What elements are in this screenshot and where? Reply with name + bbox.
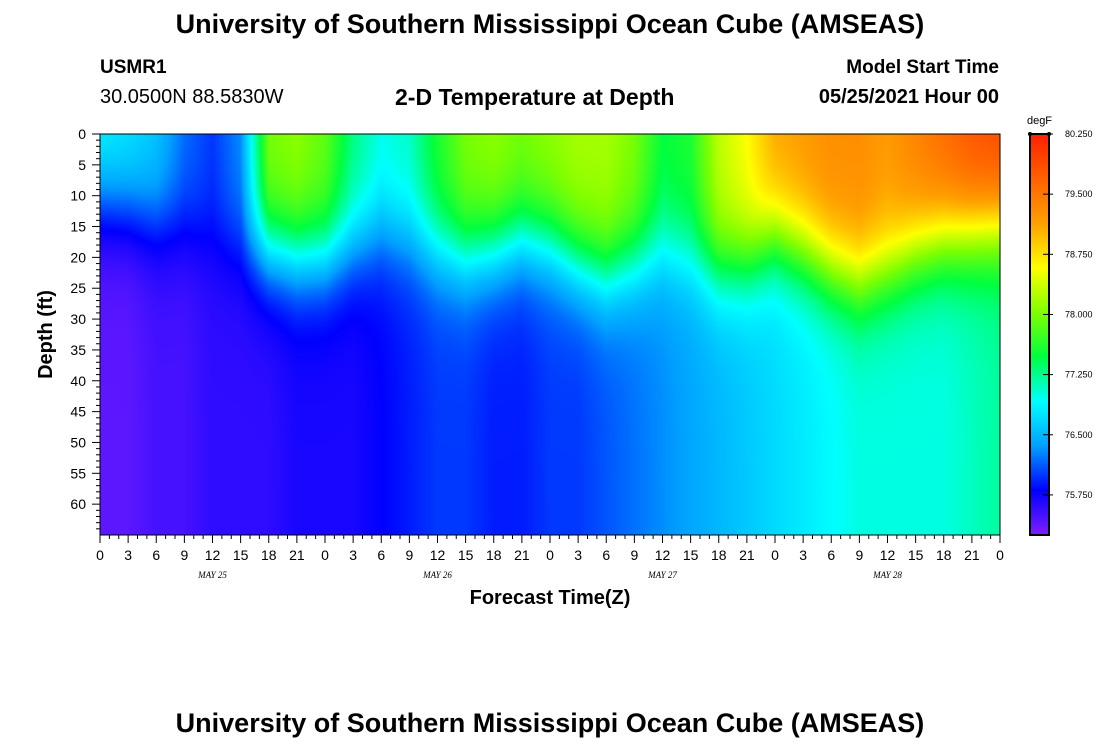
colorbar-unit-label: degF <box>1027 115 1052 127</box>
x-tick-label: 0 <box>321 547 329 563</box>
y-tick-label: 0 <box>78 126 86 142</box>
model-start-value: 05/25/2021 Hour 00 <box>818 86 999 108</box>
colorbar-corner-dot <box>1028 132 1032 136</box>
colorbar-corner-dot <box>1047 132 1051 136</box>
x-tick-label: 18 <box>711 547 727 563</box>
day-label: MAY 26 <box>422 570 452 580</box>
x-tick-label: 0 <box>96 547 104 563</box>
x-tick-label: 3 <box>349 547 357 563</box>
y-tick-label: 40 <box>70 373 86 389</box>
x-tick-label: 6 <box>827 547 835 563</box>
x-tick-label: 0 <box>546 547 554 563</box>
y-tick-label: 10 <box>70 188 86 204</box>
day-label: MAY 27 <box>647 570 677 580</box>
colorbar-tick-label: 77.250 <box>1065 370 1093 380</box>
x-tick-label: 15 <box>683 547 699 563</box>
x-tick-label: 6 <box>377 547 385 563</box>
colorbar-tick-label: 78.750 <box>1065 249 1093 259</box>
y-tick-label: 30 <box>70 311 86 327</box>
colorbar-tick-label: 76.500 <box>1065 430 1093 440</box>
x-tick-label: 0 <box>771 547 779 563</box>
plot-title: 2-D Temperature at Depth <box>395 84 675 110</box>
x-tick-label: 21 <box>514 547 530 563</box>
y-tick-label: 55 <box>70 465 86 481</box>
x-tick-label: 21 <box>739 547 755 563</box>
y-tick-label: 20 <box>70 249 86 265</box>
x-tick-label: 21 <box>289 547 305 563</box>
colorbar-tick-label: 79.500 <box>1065 189 1093 199</box>
y-tick-label: 50 <box>70 434 86 450</box>
y-tick-label: 15 <box>70 219 86 235</box>
model-start-label: Model Start Time <box>846 57 999 78</box>
x-tick-label: 6 <box>602 547 610 563</box>
colorbar-tick-label: 78.000 <box>1065 309 1093 319</box>
colorbar-tick-label: 80.250 <box>1065 129 1093 139</box>
temperature-field <box>100 134 1000 535</box>
x-tick-label: 15 <box>458 547 474 563</box>
temperature-field-canvas <box>100 134 1000 535</box>
footer-title: University of Southern Mississippi Ocean… <box>175 708 925 738</box>
day-label: MAY 28 <box>872 570 902 580</box>
x-tick-label: 15 <box>233 547 249 563</box>
x-tick-label: 18 <box>936 547 952 563</box>
x-tick-label: 12 <box>205 547 221 563</box>
station-id: USMR1 <box>100 57 167 78</box>
y-tick-label: 60 <box>70 496 86 512</box>
station-coordinates: 30.0500N 88.5830W <box>100 86 284 108</box>
x-tick-label: 9 <box>405 547 413 563</box>
x-tick-label: 3 <box>799 547 807 563</box>
colorbar-tick-label: 75.750 <box>1065 490 1093 500</box>
y-axis-title: Depth (ft) <box>35 290 57 379</box>
y-tick-label: 25 <box>70 280 86 296</box>
x-tick-label: 3 <box>124 547 132 563</box>
x-tick-label: 9 <box>180 547 188 563</box>
y-tick-label: 5 <box>78 157 86 173</box>
x-tick-label: 12 <box>430 547 446 563</box>
x-tick-label: 15 <box>908 547 924 563</box>
x-tick-label: 18 <box>261 547 277 563</box>
page-title: University of Southern Mississippi Ocean… <box>175 9 925 39</box>
y-tick-label: 45 <box>70 404 86 420</box>
x-tick-label: 12 <box>655 547 671 563</box>
x-tick-label: 0 <box>996 547 1004 563</box>
x-tick-label: 9 <box>855 547 863 563</box>
day-label: MAY 25 <box>197 570 227 580</box>
x-axis-title: Forecast Time(Z) <box>470 587 631 609</box>
x-tick-label: 3 <box>574 547 582 563</box>
x-tick-label: 21 <box>964 547 980 563</box>
y-tick-label: 35 <box>70 342 86 358</box>
x-tick-label: 9 <box>630 547 638 563</box>
x-tick-label: 18 <box>486 547 502 563</box>
x-tick-label: 6 <box>152 547 160 563</box>
x-tick-label: 12 <box>880 547 896 563</box>
